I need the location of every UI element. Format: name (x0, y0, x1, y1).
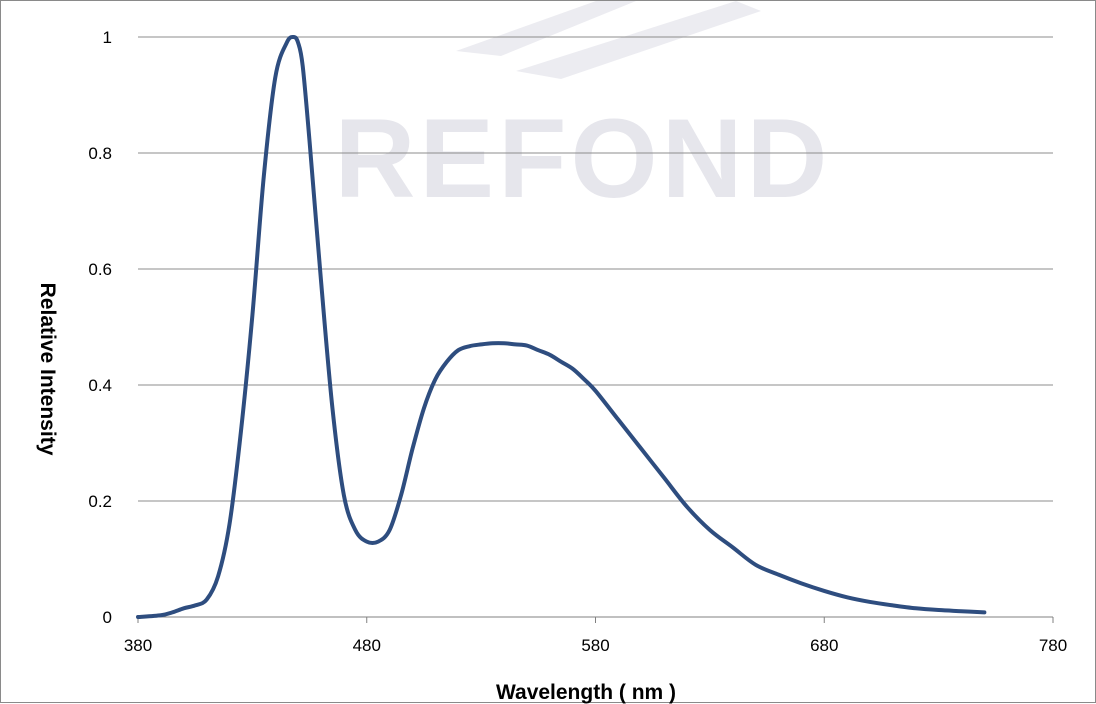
x-axis-title: Wavelength ( nm ) (496, 681, 676, 704)
x-tick-label: 780 (1039, 636, 1067, 655)
y-tick-label: 1 (103, 28, 112, 47)
y-tick-label: 0 (103, 608, 112, 627)
x-tick-label: 680 (810, 636, 838, 655)
watermark-logo-text: REFOND (335, 96, 832, 221)
x-tick-label: 480 (353, 636, 381, 655)
series-layer (136, 34, 987, 619)
y-tick-label: 0.4 (88, 376, 112, 395)
x-tick-label: 380 (124, 636, 152, 655)
watermark: REFOND (335, 1, 832, 221)
spectrum-line (136, 34, 987, 619)
watermark-swoosh-1 (456, 1, 636, 56)
watermark-swoosh-2 (516, 1, 761, 79)
y-tick-label: 0.2 (88, 492, 112, 511)
tick-labels: 0 0.2 0.4 0.6 0.8 1 380 480 580 680 780 (88, 28, 1067, 655)
y-tick-label: 0.6 (88, 260, 112, 279)
x-tick-label: 580 (581, 636, 609, 655)
y-axis-title: Relative Intensity (36, 283, 59, 456)
y-tick-label: 0.8 (88, 144, 112, 163)
